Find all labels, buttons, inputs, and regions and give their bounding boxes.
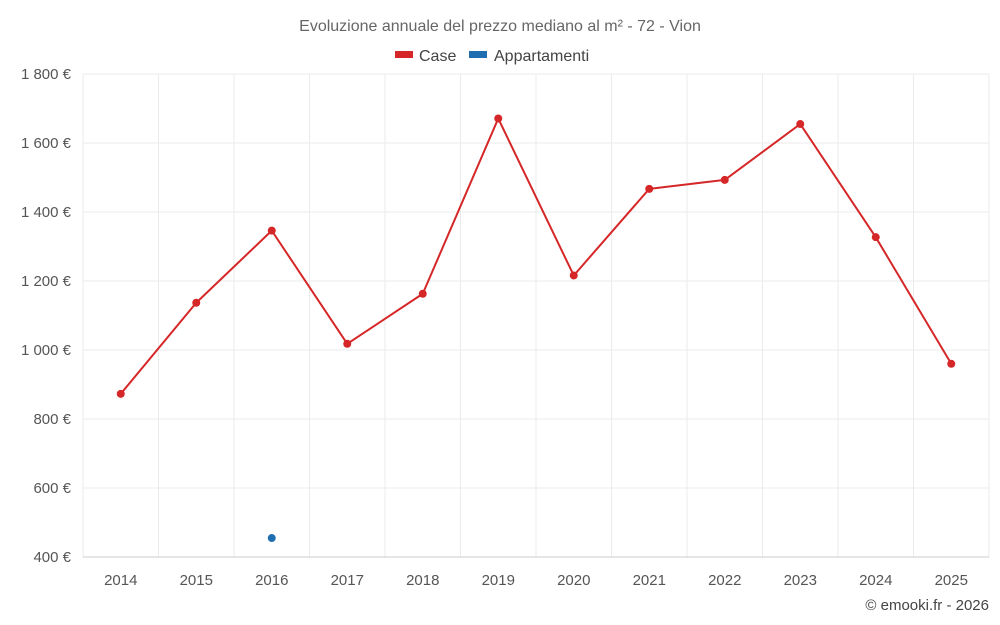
y-tick-label: 400 € [33, 549, 71, 566]
x-tick-label: 2014 [104, 572, 137, 589]
x-tick-label: 2022 [708, 572, 741, 589]
data-point-appartamenti[interactable] [267, 534, 276, 543]
axes: 400 € 600 € 800 € 1 000 € 1 200 € 1 400 € 1 60… [21, 66, 989, 589]
y-tick-label: 1 200 € [21, 273, 72, 290]
legend-swatch-appartamenti [469, 51, 487, 58]
credit-text: © emooki.fr - 2026 [865, 597, 989, 614]
x-tick-label: 2017 [331, 572, 364, 589]
legend-swatch-case [395, 51, 413, 58]
data-point-case[interactable] [192, 298, 201, 307]
y-tick-label: 1 000 € [21, 342, 72, 359]
y-tick-label: 600 € [33, 480, 71, 497]
legend-item-appartamenti[interactable]: Appartamenti [469, 48, 589, 65]
data-point-case[interactable] [645, 184, 654, 193]
data-point-case[interactable] [871, 233, 880, 242]
x-tick-label: 2024 [859, 572, 892, 589]
y-tick-label: 1 600 € [21, 135, 72, 152]
legend-label-appartamenti: Appartamenti [494, 48, 589, 65]
x-tick-label: 2025 [935, 572, 968, 589]
data-point-case[interactable] [267, 226, 276, 235]
x-tick-label: 2023 [784, 572, 817, 589]
data-point-case[interactable] [569, 271, 578, 280]
data-point-case[interactable] [947, 359, 956, 368]
series [116, 114, 956, 543]
grid [82, 73, 990, 557]
data-point-case[interactable] [720, 175, 729, 184]
series-line-case [119, 117, 953, 395]
y-tick-label: 1 400 € [21, 204, 72, 221]
y-tick-label: 1 800 € [21, 66, 72, 83]
x-tick-label: 2020 [557, 572, 590, 589]
x-tick-label: 2016 [255, 572, 288, 589]
legend: Case Appartamenti [395, 48, 589, 65]
x-tick-label: 2019 [482, 572, 515, 589]
x-tick-label: 2015 [180, 572, 213, 589]
x-tick-label: 2021 [633, 572, 666, 589]
data-point-case[interactable] [116, 389, 125, 398]
chart-title: Evoluzione annuale del prezzo mediano al… [299, 18, 701, 35]
data-point-case[interactable] [418, 289, 427, 298]
data-point-case[interactable] [796, 120, 805, 129]
data-point-case[interactable] [343, 339, 352, 348]
legend-label-case: Case [419, 48, 456, 65]
x-tick-label: 2018 [406, 572, 439, 589]
y-tick-label: 800 € [33, 411, 71, 428]
data-point-case[interactable] [494, 114, 503, 123]
legend-item-case[interactable]: Case [395, 48, 456, 65]
